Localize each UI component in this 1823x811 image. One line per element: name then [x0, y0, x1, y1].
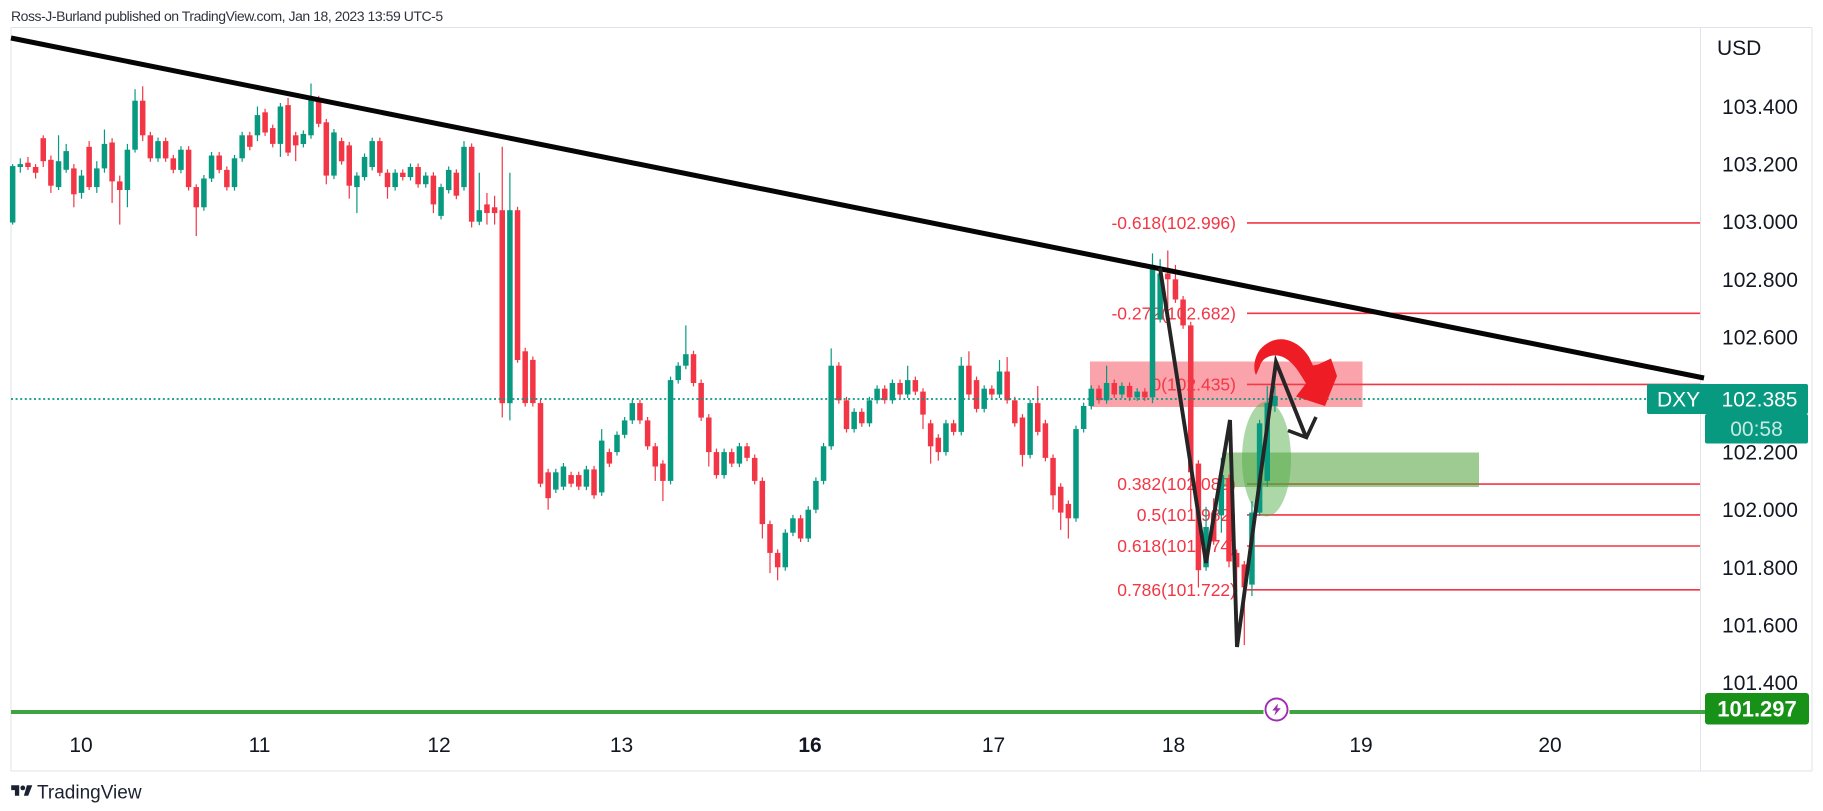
svg-text:0.786(101.722): 0.786(101.722) — [1117, 580, 1236, 600]
svg-text:102.600: 102.600 — [1722, 326, 1798, 349]
svg-text:103.200: 103.200 — [1722, 154, 1798, 177]
svg-text:102.200: 102.200 — [1722, 442, 1798, 465]
svg-text:12: 12 — [427, 734, 450, 757]
svg-text:00:58: 00:58 — [1730, 418, 1783, 441]
svg-text:102.385: 102.385 — [1722, 389, 1798, 412]
svg-text:-0.272(102.682): -0.272(102.682) — [1111, 303, 1236, 323]
svg-text:103.000: 103.000 — [1722, 211, 1798, 234]
svg-text:102.800: 102.800 — [1722, 269, 1798, 292]
svg-text:0.618(101.874): 0.618(101.874) — [1117, 536, 1236, 556]
svg-text:101.400: 101.400 — [1722, 672, 1798, 695]
svg-text:102.000: 102.000 — [1722, 499, 1798, 522]
svg-text:11: 11 — [249, 734, 271, 757]
svg-text:DXY: DXY — [1657, 389, 1700, 412]
svg-text:19: 19 — [1349, 734, 1372, 757]
svg-text:103.400: 103.400 — [1722, 96, 1798, 119]
svg-text:0.382(102.089): 0.382(102.089) — [1117, 474, 1236, 494]
svg-text:TradingView: TradingView — [37, 783, 142, 804]
svg-text:Ross-J-Burland published on Tr: Ross-J-Burland published on TradingView.… — [11, 8, 443, 24]
svg-text:USD: USD — [1717, 37, 1761, 60]
svg-text:0(102.435): 0(102.435) — [1151, 374, 1236, 394]
svg-text:16: 16 — [798, 734, 821, 757]
svg-text:18: 18 — [1162, 734, 1185, 757]
svg-text:101.600: 101.600 — [1722, 614, 1798, 637]
svg-text:13: 13 — [610, 734, 633, 757]
svg-text:-0.618(102.996): -0.618(102.996) — [1111, 213, 1236, 233]
svg-text:101.800: 101.800 — [1722, 557, 1798, 580]
svg-text:10: 10 — [69, 734, 92, 757]
svg-text:20: 20 — [1538, 734, 1561, 757]
svg-text:17: 17 — [982, 734, 1005, 757]
svg-text:101.297: 101.297 — [1717, 697, 1797, 722]
